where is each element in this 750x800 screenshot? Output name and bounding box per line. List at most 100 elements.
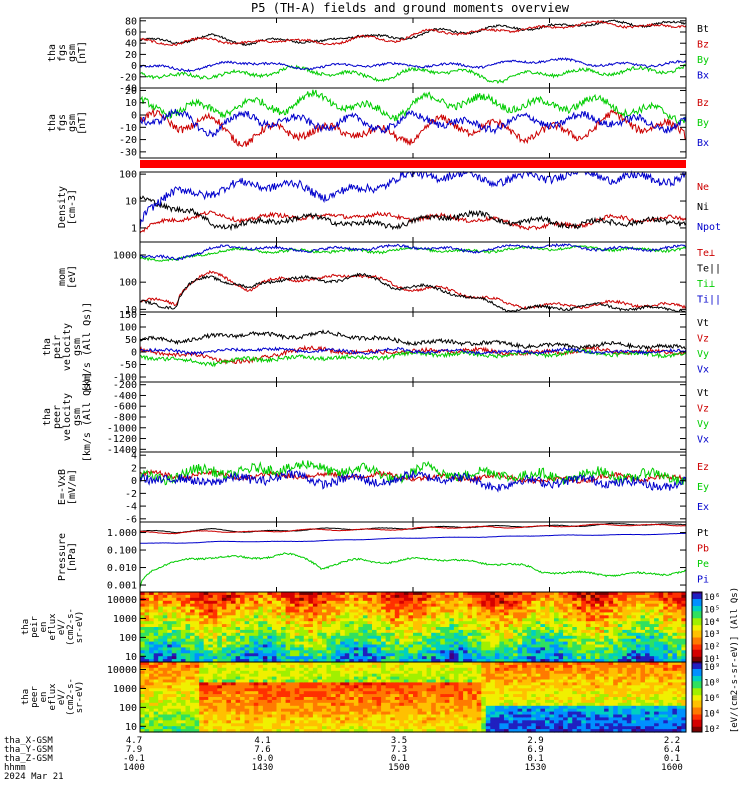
spectrogram-cell (672, 615, 678, 619)
spectrogram-cell (585, 612, 591, 616)
spectrogram-cell (276, 729, 282, 733)
spectrogram-cell (622, 606, 628, 611)
spectrogram-cell (199, 638, 205, 643)
spectrogram-cell (444, 685, 450, 689)
spectrogram-cell (613, 659, 619, 663)
spectrogram-cell (372, 659, 378, 663)
spectrogram-cell (249, 624, 255, 628)
spectrogram-cell (267, 644, 273, 648)
spectrogram-cell (194, 618, 200, 622)
spectrogram-cell (372, 615, 378, 619)
spectrogram-cell (331, 627, 337, 631)
spectrogram-cell (271, 615, 277, 619)
spectrogram-cell (203, 708, 209, 713)
spectrogram-cell (372, 627, 378, 631)
spectrogram-cell (494, 606, 500, 611)
spectrogram-cell (303, 694, 309, 698)
spectrogram-cell (226, 638, 232, 643)
spectrogram-cell (531, 594, 537, 599)
spectrogram-cell (271, 618, 277, 622)
spectrogram-cell (231, 711, 237, 716)
spectrogram-cell (190, 656, 196, 660)
spectrogram-cell (258, 726, 264, 730)
spectrogram-cell (481, 624, 487, 628)
spectrogram-cell (231, 609, 237, 613)
spectrogram-cell (149, 664, 155, 669)
spectrogram-cell (185, 600, 191, 605)
spectrogram-cell (645, 644, 651, 648)
spectrogram-cell (240, 682, 246, 686)
spectrogram-cell (381, 597, 387, 602)
spectrogram-cell (271, 688, 277, 692)
spectrogram-cell (271, 679, 277, 683)
spectrogram-cell (494, 659, 500, 663)
spectrogram-cell (372, 656, 378, 660)
spectrogram-cell (353, 729, 359, 733)
spectrogram-cell (267, 708, 273, 713)
spectrogram-cell (208, 653, 214, 657)
spectrogram-cell (481, 600, 487, 605)
spectrogram-cell (440, 612, 446, 616)
spectrogram-cell (453, 594, 459, 599)
spectrogram-cell (481, 592, 487, 596)
spectrogram-cell (322, 664, 328, 669)
spectrogram-cell (317, 650, 323, 654)
spectrogram-cell (422, 664, 428, 669)
spectrogram-cell (267, 676, 273, 681)
spectrogram-cell (545, 597, 551, 602)
spectrogram-cell (640, 635, 646, 640)
spectrogram-cell (349, 635, 355, 640)
spectrogram-cell (636, 618, 642, 622)
spectrogram-cell (376, 615, 382, 619)
spectrogram-cell (417, 711, 423, 716)
spectrogram-cell (281, 609, 287, 613)
spectrogram-cell (481, 606, 487, 611)
spectrogram-cell (335, 603, 341, 608)
spectrogram-cell (140, 729, 146, 733)
spectrogram-cell (344, 679, 350, 683)
spectrogram-cell (331, 662, 337, 666)
spectrogram-cell (362, 717, 368, 721)
spectrogram-cell (399, 592, 405, 596)
spectrogram-cell (576, 629, 582, 634)
spectrogram-cell (640, 624, 646, 628)
spectrogram-cell (422, 699, 428, 704)
spectrogram-cell (285, 594, 291, 599)
spectrogram-cell (208, 632, 214, 637)
spectrogram-cell (217, 627, 223, 631)
spectrogram-cell (176, 632, 182, 637)
spectrogram-cell (663, 592, 669, 596)
spectrogram-cell (167, 699, 173, 704)
spectrogram-cell (526, 627, 532, 631)
spectrogram-cell (376, 594, 382, 599)
spectrogram-cell (249, 606, 255, 611)
spectrogram-cell (212, 621, 218, 625)
spectrogram-cell (312, 679, 318, 683)
spectrogram-cell (558, 609, 564, 613)
spectrogram-cell (180, 627, 186, 631)
spectrogram-cell (294, 667, 300, 672)
spectrogram-cell (449, 667, 455, 672)
spectrogram-cell (408, 711, 414, 716)
spectrogram-cell (549, 653, 555, 657)
spectrogram-cell (604, 644, 610, 648)
spectrogram-cell (171, 632, 177, 637)
spectrogram-cell (235, 615, 241, 619)
spectrogram-cell (140, 697, 146, 701)
spectrogram-cell (590, 632, 596, 637)
spectrogram-cell (399, 662, 405, 666)
spectrogram-cell (549, 635, 555, 640)
spectrogram-cell (358, 659, 364, 663)
spectrogram-cell (221, 647, 227, 651)
spectrogram-cell (467, 676, 473, 681)
spectrogram-cell (331, 723, 337, 727)
spectrogram-cell (167, 726, 173, 730)
spectrogram-cell (140, 653, 146, 657)
spectrogram-cell (504, 624, 510, 628)
spectrogram-cell (481, 638, 487, 643)
spectrogram-cell (367, 694, 373, 698)
spectrogram-cell (449, 676, 455, 681)
spectrogram-cell (190, 685, 196, 689)
spectrogram-cell (390, 594, 396, 599)
